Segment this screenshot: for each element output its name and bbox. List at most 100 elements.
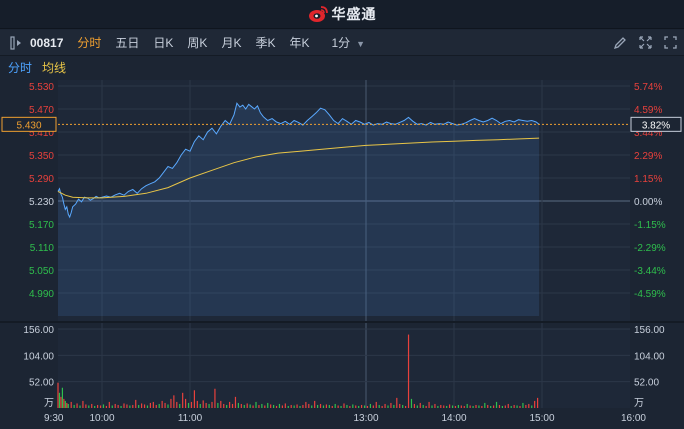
volume-bar	[79, 405, 81, 408]
volume-bar	[281, 405, 283, 408]
volume-bar	[372, 405, 374, 408]
volume-bar	[135, 399, 137, 408]
volume-bar	[346, 404, 348, 408]
volume-bar	[99, 405, 102, 408]
volume-bar	[495, 401, 498, 408]
time-tick-label: 10:00	[89, 413, 114, 424]
interval-select[interactable]: 1分 ▼	[331, 34, 365, 51]
legend-average[interactable]: 均线	[42, 60, 67, 75]
volume-bar	[123, 403, 125, 408]
pct-tick-label: -4.59%	[634, 289, 666, 300]
volume-bar	[431, 405, 433, 408]
volume-bar	[226, 404, 228, 408]
volume-bar	[70, 401, 72, 408]
volume-bar	[287, 405, 289, 408]
volume-tick-label-left: 156.00	[23, 325, 54, 336]
volume-bar	[117, 404, 119, 408]
volume-bar	[322, 405, 325, 408]
volume-bar	[73, 404, 75, 408]
volume-bar	[384, 403, 386, 408]
legend-minute[interactable]: 分时	[8, 60, 33, 75]
price-area	[58, 103, 540, 316]
volume-bar	[61, 387, 63, 408]
pct-tick-label: 0.00%	[634, 197, 662, 208]
volume-bar	[498, 404, 501, 408]
pct-tick-label: -1.15%	[634, 220, 666, 231]
volume-bar	[267, 402, 269, 408]
sub-bar: 分时 均线	[0, 57, 684, 77]
volume-bar	[440, 404, 442, 408]
time-tick-label: 13:00	[353, 413, 378, 424]
current-price-text: 5.430	[16, 120, 41, 131]
volume-bar	[396, 397, 398, 408]
volume-bar	[425, 405, 427, 408]
volume-bar	[478, 405, 480, 408]
pencil-icon[interactable]	[613, 35, 628, 50]
volume-bar	[352, 404, 354, 408]
volume-bar	[466, 403, 468, 408]
tab-quarter-k[interactable]: 季K	[255, 36, 276, 50]
volume-bar	[255, 401, 257, 408]
volume-bar	[132, 404, 134, 408]
tab-five-day[interactable]: 五日	[115, 36, 140, 50]
volume-bar	[229, 401, 231, 408]
volume-bar	[516, 405, 518, 408]
interval-label: 1分	[331, 36, 351, 50]
panel-toggle-icon[interactable]	[10, 35, 24, 50]
price-area-layer	[58, 103, 540, 316]
volume-bar	[258, 404, 260, 408]
volume-bar	[108, 401, 110, 408]
tab-fenshi[interactable]: 分时	[77, 36, 102, 50]
volume-bar	[413, 403, 415, 408]
price-tick-label: 4.990	[29, 289, 54, 300]
tab-year-k[interactable]: 年K	[289, 36, 310, 50]
volume-bar	[152, 401, 154, 408]
volume-bar	[513, 404, 515, 408]
volume-bar	[460, 405, 462, 408]
volume-bar	[525, 404, 527, 408]
volume-bar	[446, 405, 448, 408]
volume-bar	[114, 403, 116, 408]
pct-tick-label: -3.44%	[634, 266, 666, 277]
volume-bar	[102, 404, 105, 408]
toolbar-right-icons	[613, 35, 678, 50]
volume-bar	[223, 403, 225, 408]
volume-bar	[361, 404, 363, 408]
volume-bar	[328, 404, 330, 408]
price-tick-label: 5.050	[29, 266, 54, 277]
fullscreen-icon[interactable]	[663, 35, 678, 50]
volume-tick-label-right: 52.00	[634, 378, 659, 389]
volume-bar	[484, 402, 486, 408]
volume-bar	[493, 405, 495, 408]
time-tick-label: 9:30	[44, 413, 64, 424]
volume-bar	[273, 404, 275, 408]
volume-bar	[475, 404, 477, 408]
expand-icon[interactable]	[638, 35, 653, 50]
volume-bar	[64, 400, 66, 408]
price-tick-label: 5.350	[29, 151, 54, 162]
volume-bar	[82, 400, 84, 408]
volume-bar	[443, 405, 445, 408]
volume-bar	[205, 402, 207, 408]
volume-bar	[381, 405, 383, 408]
volume-bar	[155, 404, 157, 408]
volume-bar	[85, 404, 87, 408]
price-tick-label: 5.470	[29, 105, 54, 116]
price-tick-label: 5.230	[29, 197, 54, 208]
volume-bar	[105, 405, 107, 408]
volume-bar	[487, 404, 489, 408]
tab-month-k[interactable]: 月K	[221, 36, 242, 50]
price-tick-label: 5.410	[29, 128, 54, 139]
volume-bar	[231, 403, 234, 408]
volume-bar	[94, 405, 96, 408]
volume-bar	[343, 403, 345, 408]
volume-bar	[522, 402, 524, 408]
volume-bar	[208, 403, 210, 408]
tab-week-k[interactable]: 周K	[187, 36, 208, 50]
volume-tick-label-right: 156.00	[634, 325, 665, 336]
volume-bar	[164, 402, 166, 408]
volume-bar	[434, 403, 436, 408]
volume-bar	[325, 404, 327, 408]
tab-day-k[interactable]: 日K	[153, 36, 174, 50]
